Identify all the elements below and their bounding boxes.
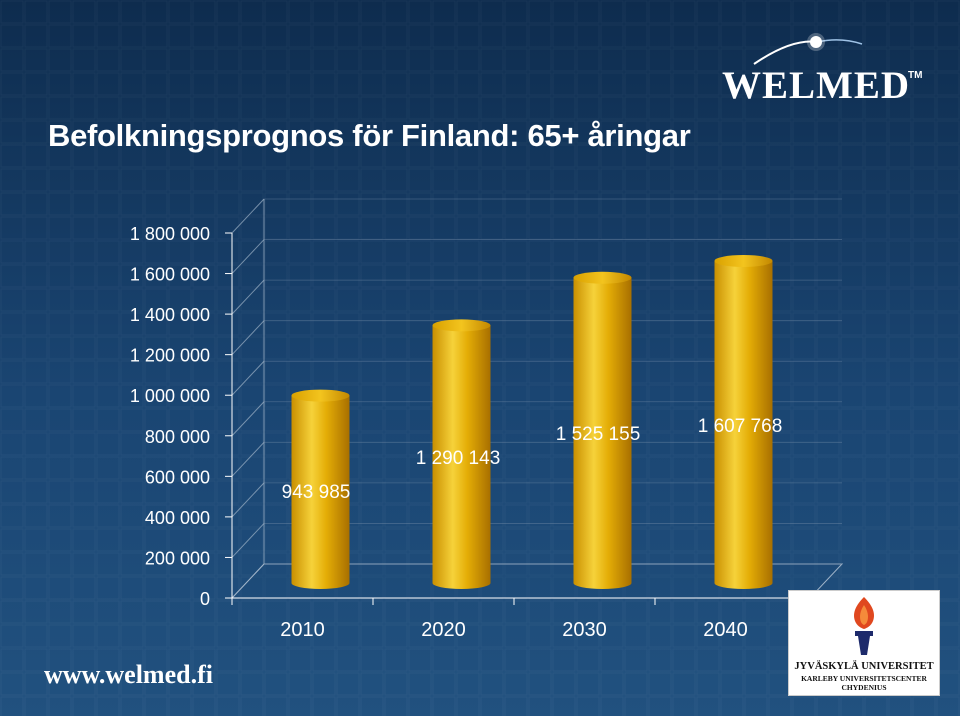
university-center-name: KARLEBY UNIVERSITETSCENTER CHYDENIUS — [789, 674, 939, 692]
bar-2040 — [714, 254, 773, 589]
chart-bars — [291, 254, 773, 589]
slide-title: Befolkningsprognos för Finland: 65+ årin… — [48, 118, 691, 153]
chart-labels: 0 200 000 400 000 600 000 800 000 1 000 000 1 … — [130, 224, 782, 641]
gridline-depth — [231, 320, 265, 356]
bar-body — [432, 325, 491, 589]
y-tick-label: 200 000 — [145, 548, 210, 568]
x-tick-label: 2030 — [562, 619, 607, 641]
y-tick-label: 1 400 000 — [130, 305, 210, 325]
y-tick-label: 1 000 000 — [130, 386, 210, 406]
university-logo: JYVÄSKYLÄ UNIVERSITET KARLEBY UNIVERSITE… — [788, 590, 940, 696]
bar-top-cap — [432, 319, 491, 332]
logo-text: WELMED — [722, 64, 911, 107]
logo-swoosh-icon — [753, 33, 863, 65]
bar-body — [714, 260, 773, 589]
gridline-depth — [231, 482, 265, 518]
chart-axes — [225, 199, 797, 605]
bar-2010 — [291, 389, 350, 589]
x-tick-label: 2040 — [703, 619, 748, 641]
y-tick-label: 400 000 — [145, 508, 210, 528]
torch-icon — [854, 597, 874, 655]
bar-body — [573, 277, 632, 589]
bar-top-cap — [714, 254, 773, 267]
bar-2030 — [573, 271, 632, 589]
data-label: 1 525 155 — [556, 424, 641, 445]
y-tick-label: 800 000 — [145, 427, 210, 447]
bar-body — [291, 395, 350, 589]
gridline-depth — [231, 401, 265, 437]
y-tick-label: 0 — [200, 589, 210, 609]
university-center-line: KARLEBY UNIVERSITETSCENTER — [801, 674, 927, 683]
x-tick-label: 2020 — [421, 619, 466, 641]
gridline-depth — [231, 563, 265, 599]
bar-top-cap — [291, 389, 350, 402]
university-name: JYVÄSKYLÄ UNIVERSITET — [794, 661, 934, 672]
gridline-depth — [231, 523, 265, 558]
x-tick-label: 2010 — [280, 619, 325, 641]
bar-top-cap — [573, 271, 632, 284]
y-tick-label: 1 600 000 — [130, 265, 210, 285]
data-label: 1 607 768 — [698, 416, 783, 437]
website-url[interactable]: www.welmed.fi — [44, 660, 213, 689]
y-tick-label: 1 800 000 — [130, 224, 210, 244]
y-tick-label: 600 000 — [145, 467, 210, 487]
gridline-depth — [231, 279, 265, 315]
data-label: 943 985 — [282, 482, 351, 503]
gridline-depth — [231, 441, 265, 477]
university-chydenius-line: CHYDENIUS — [841, 683, 887, 692]
gridline-depth — [231, 360, 265, 396]
gridline-depth — [231, 198, 265, 234]
bar-2020 — [432, 319, 491, 589]
data-label: 1 290 143 — [416, 448, 501, 469]
gridline-depth — [231, 239, 265, 274]
y-tick-label: 1 200 000 — [130, 346, 210, 366]
logo-trademark: TM — [908, 70, 923, 81]
welmed-logo: WELMED TM — [712, 30, 932, 106]
